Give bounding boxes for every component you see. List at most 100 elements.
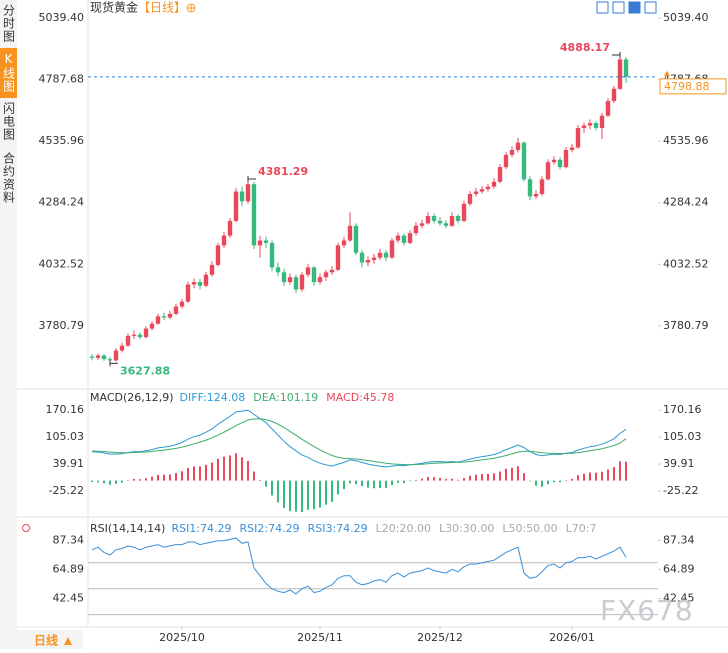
candle-body: [371, 257, 377, 261]
y-tick-label-left: 87.34: [53, 533, 85, 546]
footer-arrow[interactable]: [64, 637, 72, 645]
macd-bar: [97, 480, 99, 483]
macd-bar: [247, 460, 249, 481]
candle-body: [101, 355, 107, 360]
macd-bar: [151, 476, 153, 481]
macd-bar: [265, 480, 267, 487]
macd-bar: [133, 478, 135, 481]
macd-bar: [619, 461, 621, 481]
candle-body: [287, 277, 293, 283]
candle-body: [191, 282, 197, 285]
macd-bar: [253, 471, 255, 481]
add-icon[interactable]: [186, 3, 196, 13]
y-tick-label-right: 105.03: [663, 430, 702, 443]
candle-body: [155, 316, 161, 324]
candle-body: [521, 142, 527, 180]
macd-bar: [157, 474, 159, 481]
tool-play[interactable]: [628, 1, 641, 14]
macd-bar: [277, 480, 279, 503]
y-tick-label-right: 4032.52: [663, 257, 709, 270]
y-tick-label-left: 39.91: [53, 457, 85, 470]
candle-body: [173, 306, 179, 314]
indicator-line: [91, 409, 627, 468]
macd-bar: [601, 471, 603, 481]
macd-bar: [547, 480, 549, 485]
tab[interactable]: 合约资料: [2, 151, 16, 204]
y-tick-label-right: 170.16: [663, 403, 702, 416]
watermark: FX678: [600, 594, 694, 627]
legend-item: RSI2:74.29: [240, 522, 300, 535]
y-tick-label-left: 4787.68: [39, 73, 85, 86]
last-price-label: 4798.88: [664, 80, 710, 93]
period-label[interactable]: 【日线】: [138, 1, 186, 15]
annotation-label: 3627.88: [120, 364, 170, 377]
candle-body: [539, 179, 545, 194]
tab[interactable]: 分时图: [2, 4, 16, 43]
macd-bar: [115, 480, 117, 484]
macd-bar: [577, 475, 579, 481]
macd-bar: [355, 480, 357, 485]
macd-bar: [121, 480, 123, 483]
macd-bar: [463, 477, 465, 481]
macd-bar: [205, 464, 207, 481]
macd-bar: [295, 480, 297, 512]
tool-end[interactable]: [644, 1, 657, 14]
candle-body: [233, 191, 239, 221]
candle-body: [353, 225, 359, 253]
candle-body: [401, 235, 407, 243]
macd-bar: [613, 467, 615, 481]
tool-zoom-in[interactable]: [596, 1, 609, 14]
macd-bar: [439, 477, 441, 481]
indicator-title: RSI(14,14,14): [90, 522, 165, 535]
y-tick-label-right: 3780.79: [663, 319, 709, 332]
macd-bar: [481, 474, 483, 481]
candle-body: [137, 334, 143, 338]
candle-body: [575, 127, 581, 148]
macd-bar: [349, 480, 351, 484]
macd-bar: [391, 480, 393, 486]
candle-body: [299, 274, 305, 290]
candle-body: [221, 235, 227, 246]
footer-period[interactable]: 日线: [34, 633, 58, 648]
candle-body: [125, 335, 131, 346]
tab-active[interactable]: K线图: [2, 52, 16, 93]
macd-bar: [271, 480, 273, 496]
macd-bar: [259, 479, 261, 481]
toolbar: [596, 1, 657, 14]
candle-body: [551, 159, 557, 163]
macd-bar: [301, 480, 303, 513]
y-tick-label-left: 4535.96: [39, 134, 85, 147]
active-tab-bg: [0, 48, 17, 98]
legend-item: RSI1:74.29: [171, 522, 231, 535]
macd-bar: [379, 480, 381, 489]
macd-bar: [415, 479, 417, 481]
candle-body: [431, 216, 437, 221]
candle-body: [389, 240, 395, 258]
tab[interactable]: 闪电图: [2, 102, 16, 141]
candle-body: [383, 252, 389, 258]
macd-bar: [403, 480, 405, 484]
macd-bar: [319, 480, 321, 508]
candle-body: [515, 142, 521, 150]
macd-bar: [625, 461, 627, 481]
candle-body: [437, 220, 443, 224]
candle-body: [569, 147, 575, 150]
y-tick-label-left: 3780.79: [39, 319, 85, 332]
macd-bar: [493, 473, 495, 481]
candle-body: [251, 184, 257, 246]
y-tick-label-right: 64.89: [663, 562, 695, 575]
macd-bar: [139, 479, 141, 481]
candle-body: [203, 274, 209, 286]
y-tick-label-right: 87.34: [663, 533, 695, 546]
macd-bar: [499, 471, 501, 481]
macd-bar: [487, 474, 489, 481]
tool-zoom-out[interactable]: [612, 1, 625, 14]
candle-body: [281, 272, 287, 283]
macd-bar: [307, 480, 309, 510]
add-icon-cross: [188, 5, 194, 11]
y-tick-label-left: 4032.52: [39, 257, 85, 270]
macd-bar: [289, 480, 291, 512]
candle-body: [245, 184, 251, 202]
candle-body: [197, 282, 203, 286]
settings-icon[interactable]: [22, 524, 30, 532]
